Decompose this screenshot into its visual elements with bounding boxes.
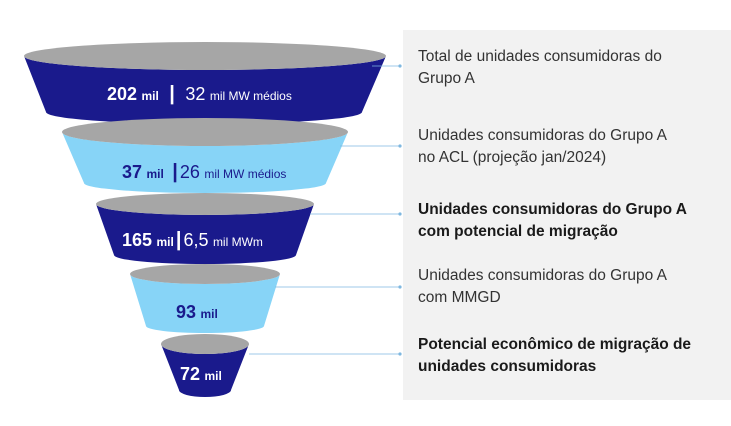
description-4: Unidades consumidoras do Grupo A com MMG… bbox=[418, 265, 667, 309]
funnel-stage-4 bbox=[130, 264, 280, 333]
stage-4-value: 93 bbox=[176, 302, 197, 322]
stage-3-value: 165 bbox=[122, 230, 153, 250]
stage-3-secondary-unit: mil MWm bbox=[212, 235, 263, 249]
funnel-stage-4-body bbox=[130, 274, 280, 333]
connector-dot-4 bbox=[398, 285, 402, 289]
stage-1-secondary-value: 32 bbox=[185, 84, 206, 104]
connector-dot-2 bbox=[398, 144, 402, 148]
stage-2-value-unit: mil bbox=[146, 167, 164, 181]
stage-2-value: 37 bbox=[122, 162, 143, 182]
connector-dot-3 bbox=[398, 212, 402, 216]
description-3-line-1: Unidades consumidoras do Grupo A bbox=[418, 201, 687, 218]
description-1-line-2: Grupo A bbox=[418, 70, 475, 87]
description-2-line-2: no ACL (projeção jan/2024) bbox=[418, 149, 607, 166]
description-1-line-1: Total de unidades consumidoras do bbox=[418, 48, 662, 65]
stage-4-label: 93 mil bbox=[176, 302, 218, 323]
funnel-stage-5-body bbox=[161, 344, 249, 397]
funnel-stage-1 bbox=[24, 42, 386, 124]
description-panel bbox=[403, 30, 731, 400]
stage-1-value-unit: mil bbox=[141, 89, 159, 103]
stage-3-label: 165 mil | 6,5 mil MWm bbox=[122, 229, 263, 252]
funnel-stage-4-rim bbox=[130, 264, 280, 284]
stage-1-secondary-unit: mil MW médios bbox=[209, 89, 292, 103]
funnel-stage-5-rim bbox=[161, 334, 249, 354]
stage-5-label: 72 mil bbox=[180, 364, 222, 385]
description-3: Unidades consumidoras do Grupo A com pot… bbox=[418, 199, 687, 243]
stage-2-label: 37 mil | 26 mil MW médios bbox=[122, 161, 286, 184]
stage-4-value-unit: mil bbox=[200, 307, 218, 321]
stage-1-label: 202 mil | 32 mil MW médios bbox=[107, 83, 292, 106]
connector-dot-1 bbox=[398, 64, 402, 68]
description-5-line-2: unidades consumidoras bbox=[418, 358, 597, 375]
stage-5-value-unit: mil bbox=[204, 369, 222, 383]
funnel-stage-5 bbox=[161, 334, 249, 397]
stage-5-value: 72 bbox=[180, 364, 201, 384]
stage-1-separator: | bbox=[169, 83, 175, 105]
description-2-line-1: Unidades consumidoras do Grupo A bbox=[418, 127, 668, 144]
stage-3-value-unit: mil bbox=[156, 235, 174, 249]
funnel-stage-2-body bbox=[62, 132, 348, 193]
funnel-stage-3-rim bbox=[96, 193, 314, 215]
stage-1-value: 202 bbox=[107, 84, 138, 104]
description-5: Potencial econômico de migração de unida… bbox=[418, 334, 691, 378]
connectors bbox=[249, 64, 402, 356]
description-3-line-2: com potencial de migração bbox=[418, 223, 618, 240]
description-1: Total de unidades consumidoras do Grupo … bbox=[418, 46, 662, 90]
stage-2-secondary-value: 26 bbox=[179, 162, 200, 182]
funnel-stage-3 bbox=[96, 193, 314, 264]
funnel-stage-2-rim bbox=[62, 118, 348, 146]
funnel-stage-1-body bbox=[24, 56, 386, 124]
description-4-line-1: Unidades consumidoras do Grupo A bbox=[418, 267, 668, 284]
stage-3-secondary-value: 6,5 bbox=[183, 230, 209, 250]
connector-dot-5 bbox=[398, 352, 402, 356]
stage-2-secondary-unit: mil MW médios bbox=[204, 167, 287, 181]
description-5-line-1: Potencial econômico de migração de bbox=[418, 336, 692, 353]
funnel-stage-3-body bbox=[96, 204, 314, 264]
description-4-line-2: com MMGD bbox=[418, 289, 501, 306]
description-2: Unidades consumidoras do Grupo A no ACL … bbox=[418, 125, 667, 169]
funnel-stage-1-rim bbox=[24, 42, 386, 70]
stage-3-separator: | bbox=[175, 229, 182, 251]
stage-2-separator: | bbox=[172, 161, 178, 183]
funnel-stage-2 bbox=[62, 118, 348, 193]
